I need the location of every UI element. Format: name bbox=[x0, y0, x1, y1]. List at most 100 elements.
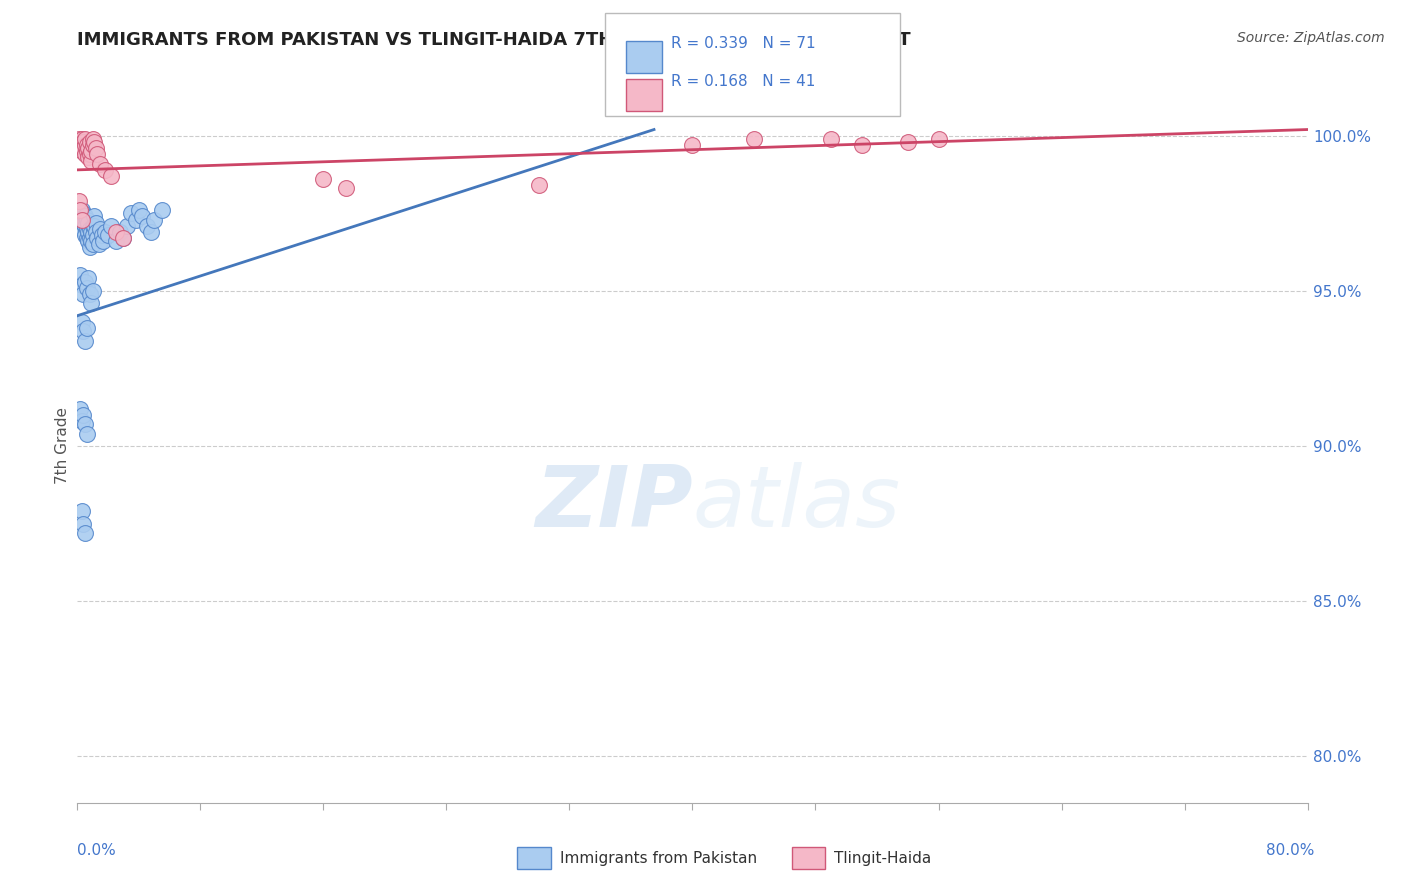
Text: atlas: atlas bbox=[693, 461, 900, 545]
Point bbox=[77, 271, 100, 285]
Point bbox=[70, 222, 93, 236]
Point bbox=[70, 504, 93, 518]
Point bbox=[89, 222, 111, 236]
Point bbox=[70, 132, 93, 146]
Point bbox=[83, 135, 105, 149]
Point bbox=[80, 153, 103, 168]
Point bbox=[897, 135, 920, 149]
Y-axis label: 7th Grade: 7th Grade bbox=[55, 408, 70, 484]
Point bbox=[82, 138, 104, 153]
Point bbox=[70, 145, 93, 159]
Point bbox=[70, 203, 93, 218]
Point bbox=[69, 141, 91, 155]
Point bbox=[69, 401, 91, 416]
Text: Tlingit-Haida: Tlingit-Haida bbox=[834, 851, 931, 865]
Point bbox=[72, 408, 94, 422]
Point bbox=[84, 216, 107, 230]
Point bbox=[82, 227, 104, 242]
Point bbox=[100, 219, 122, 233]
Point bbox=[67, 216, 90, 230]
Point bbox=[73, 132, 96, 146]
Point bbox=[73, 525, 96, 540]
Point bbox=[141, 225, 163, 239]
Point bbox=[70, 138, 93, 153]
Point bbox=[73, 417, 96, 432]
Point bbox=[73, 227, 96, 242]
Point bbox=[69, 135, 91, 149]
Point bbox=[82, 132, 104, 146]
Point bbox=[86, 147, 108, 161]
Point bbox=[67, 194, 90, 208]
Point bbox=[82, 219, 104, 233]
Point bbox=[128, 203, 150, 218]
Point bbox=[84, 141, 107, 155]
Point bbox=[69, 210, 91, 224]
Point bbox=[72, 287, 94, 301]
Text: R = 0.168   N = 41: R = 0.168 N = 41 bbox=[671, 74, 815, 89]
Point bbox=[69, 219, 91, 233]
Point bbox=[742, 132, 765, 146]
Point bbox=[112, 231, 135, 245]
Point bbox=[79, 240, 101, 254]
Point bbox=[76, 212, 98, 227]
Point bbox=[335, 181, 357, 195]
Point bbox=[83, 219, 105, 233]
Point bbox=[80, 225, 103, 239]
Text: ZIP: ZIP bbox=[534, 461, 693, 545]
Point bbox=[851, 138, 873, 153]
Point bbox=[79, 135, 101, 149]
Point bbox=[80, 296, 103, 310]
Point bbox=[104, 234, 127, 248]
Point bbox=[682, 138, 704, 153]
Point bbox=[112, 231, 135, 245]
Point bbox=[67, 132, 90, 146]
Point bbox=[69, 268, 91, 283]
Point bbox=[77, 141, 100, 155]
Point bbox=[76, 138, 98, 153]
Point bbox=[94, 225, 117, 239]
Point bbox=[90, 227, 114, 242]
Point bbox=[73, 147, 96, 161]
Point bbox=[77, 151, 100, 165]
Text: Source: ZipAtlas.com: Source: ZipAtlas.com bbox=[1237, 31, 1385, 45]
Point bbox=[79, 147, 101, 161]
Point bbox=[150, 203, 173, 218]
Point bbox=[80, 145, 103, 159]
Point bbox=[76, 231, 98, 245]
Point bbox=[131, 210, 153, 224]
Point bbox=[80, 234, 103, 248]
Point bbox=[93, 234, 115, 248]
Point bbox=[73, 210, 96, 224]
Point bbox=[104, 225, 127, 239]
Point bbox=[70, 212, 93, 227]
Point bbox=[72, 141, 94, 155]
Point bbox=[79, 222, 101, 236]
Point bbox=[94, 162, 117, 177]
Point bbox=[76, 426, 98, 441]
Text: Immigrants from Pakistan: Immigrants from Pakistan bbox=[560, 851, 756, 865]
Point bbox=[73, 219, 96, 233]
Point bbox=[89, 156, 111, 170]
Point bbox=[73, 138, 96, 153]
Point bbox=[73, 275, 96, 289]
Point bbox=[82, 237, 104, 252]
Point bbox=[72, 135, 94, 149]
Point bbox=[72, 324, 94, 338]
Point bbox=[86, 231, 108, 245]
Point bbox=[73, 334, 96, 348]
Point bbox=[67, 206, 90, 220]
Point bbox=[77, 225, 100, 239]
Point bbox=[527, 178, 550, 193]
Point bbox=[110, 225, 132, 239]
Point bbox=[125, 212, 148, 227]
Point bbox=[312, 172, 335, 186]
Text: IMMIGRANTS FROM PAKISTAN VS TLINGIT-HAIDA 7TH GRADE CORRELATION CHART: IMMIGRANTS FROM PAKISTAN VS TLINGIT-HAID… bbox=[77, 31, 911, 49]
Point bbox=[84, 225, 107, 239]
Point bbox=[79, 231, 101, 245]
Point bbox=[72, 516, 94, 531]
Text: R = 0.339   N = 71: R = 0.339 N = 71 bbox=[671, 36, 815, 51]
Point bbox=[77, 234, 100, 248]
Point bbox=[70, 315, 93, 329]
Point bbox=[115, 219, 138, 233]
Text: 0.0%: 0.0% bbox=[77, 843, 117, 858]
